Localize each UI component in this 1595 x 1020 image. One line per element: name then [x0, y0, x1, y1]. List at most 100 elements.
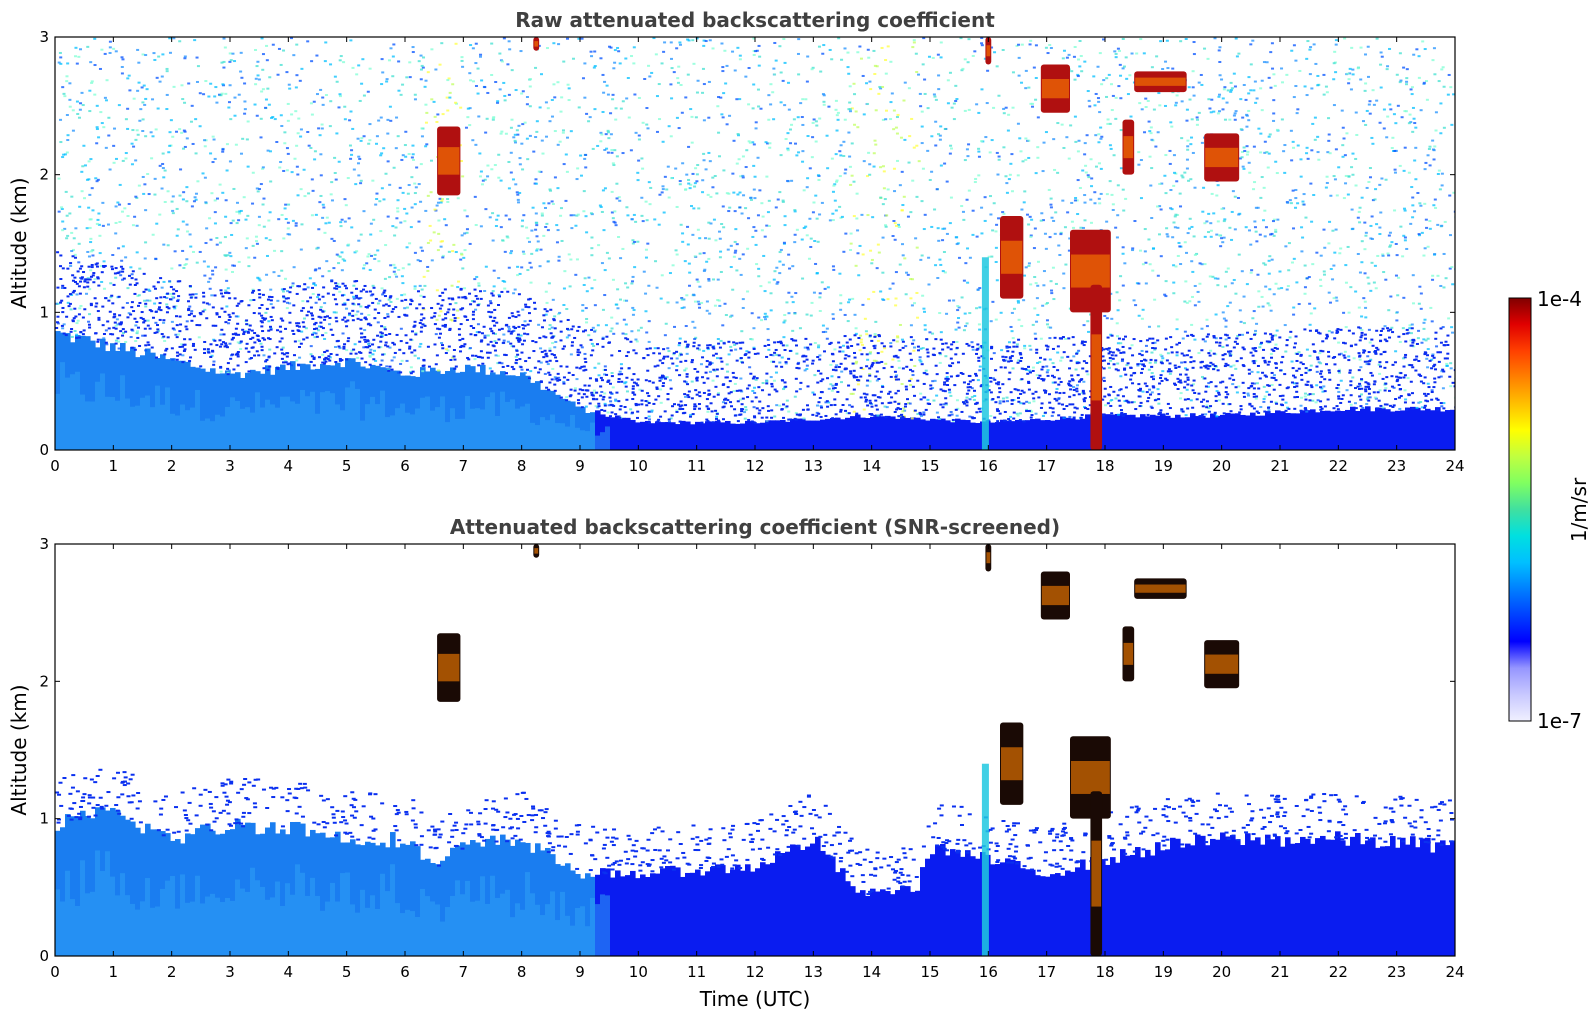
- noise-speck: [768, 142, 772, 145]
- noise-speck: [1284, 350, 1288, 353]
- noise-speck: [1344, 174, 1348, 177]
- noise-speck: [790, 295, 794, 298]
- noise-speck: [848, 155, 852, 158]
- boundary-layer-column: [790, 418, 796, 450]
- boundary-layer-column: [950, 422, 956, 450]
- noise-speck: [339, 225, 343, 228]
- noise-speck: [563, 270, 567, 273]
- noise-speck: [557, 43, 561, 46]
- noise-speck: [523, 320, 527, 323]
- noise-speck: [846, 66, 850, 69]
- noise-speck: [396, 207, 400, 210]
- noise-speck: [754, 378, 758, 381]
- boundary-layer-column: [210, 368, 216, 450]
- noise-speck: [172, 37, 176, 40]
- noise-speck: [1114, 226, 1118, 229]
- noise-speck: [413, 285, 417, 288]
- noise-speck: [661, 188, 665, 191]
- noise-speck-dense: [215, 312, 219, 315]
- noise-speck: [1035, 374, 1039, 377]
- noise-speck: [665, 188, 669, 191]
- noise-speck: [761, 215, 765, 218]
- noise-speck: [1390, 241, 1394, 244]
- noise-speck: [679, 83, 683, 86]
- noise-speck: [512, 292, 516, 295]
- surface-aerosol-column: [575, 427, 581, 450]
- noise-speck: [126, 287, 130, 290]
- noise-speck: [995, 279, 999, 282]
- noise-speck: [335, 253, 339, 256]
- noise-speck: [1201, 375, 1205, 378]
- noise-speck: [554, 340, 558, 343]
- noise-speck: [405, 76, 409, 79]
- noise-speck: [1237, 213, 1241, 216]
- noise-speck: [801, 277, 805, 280]
- noise-speck: [354, 313, 358, 316]
- noise-speck: [418, 284, 422, 287]
- noise-speck: [1185, 119, 1189, 122]
- noise-speck: [57, 61, 61, 64]
- noise-speck: [1144, 344, 1148, 347]
- noise-speck: [88, 218, 92, 221]
- noise-speck: [744, 166, 748, 169]
- boundary-layer-column: [840, 419, 846, 450]
- noise-speck: [739, 377, 743, 380]
- noise-speck: [756, 88, 760, 91]
- noise-speck: [1231, 383, 1235, 386]
- noise-speck: [1316, 399, 1320, 402]
- noise-speck: [757, 275, 761, 278]
- noise-speck: [599, 140, 603, 143]
- noise-speck: [995, 151, 999, 154]
- noise-speck: [1160, 355, 1164, 358]
- noise-speck: [1263, 209, 1267, 212]
- noise-speck: [1245, 153, 1249, 156]
- noise-speck: [894, 271, 898, 274]
- noise-speck: [1249, 43, 1253, 46]
- noise-speck: [635, 340, 639, 343]
- noise-speck: [806, 177, 810, 180]
- noise-speck: [1452, 191, 1455, 194]
- noise-speck: [957, 317, 961, 320]
- noise-speck: [751, 235, 755, 238]
- noise-speck: [1436, 274, 1440, 277]
- noise-speck: [1258, 233, 1262, 236]
- noise-speck: [75, 333, 79, 336]
- noise-speck: [783, 314, 787, 317]
- noise-speck: [874, 359, 878, 362]
- noise-speck: [644, 256, 648, 259]
- boundary-layer-column: [695, 421, 701, 450]
- noise-speck: [901, 254, 905, 257]
- boundary-layer-column: [455, 372, 461, 450]
- noise-speck: [316, 296, 320, 299]
- noise-speck: [966, 155, 970, 158]
- noise-speck: [684, 367, 688, 370]
- noise-speck: [930, 135, 934, 138]
- noise-speck: [1051, 266, 1055, 269]
- noise-speck: [1305, 146, 1309, 149]
- noise-speck: [78, 205, 82, 208]
- noise-speck: [927, 256, 931, 259]
- noise-speck: [757, 267, 761, 270]
- noise-speck: [299, 188, 303, 191]
- noise-speck: [58, 51, 62, 54]
- noise-speck: [758, 55, 762, 58]
- noise-speck: [1364, 234, 1368, 237]
- noise-speck: [653, 347, 657, 350]
- noise-speck: [518, 157, 522, 160]
- noise-speck: [76, 319, 80, 322]
- noise-speck-dense: [382, 304, 386, 307]
- boundary-layer-column: [1300, 410, 1306, 450]
- noise-speck: [734, 348, 738, 351]
- noise-speck: [419, 246, 423, 249]
- noise-speck: [778, 251, 782, 254]
- noise-speck: [821, 324, 825, 327]
- noise-speck: [1114, 117, 1118, 120]
- noise-speck: [566, 83, 570, 86]
- noise-speck: [1405, 80, 1409, 83]
- noise-speck: [1220, 237, 1224, 240]
- noise-speck: [282, 237, 286, 240]
- noise-speck: [787, 108, 791, 111]
- noise-speck: [131, 329, 135, 332]
- noise-speck: [246, 165, 250, 168]
- noise-speck: [1374, 188, 1378, 191]
